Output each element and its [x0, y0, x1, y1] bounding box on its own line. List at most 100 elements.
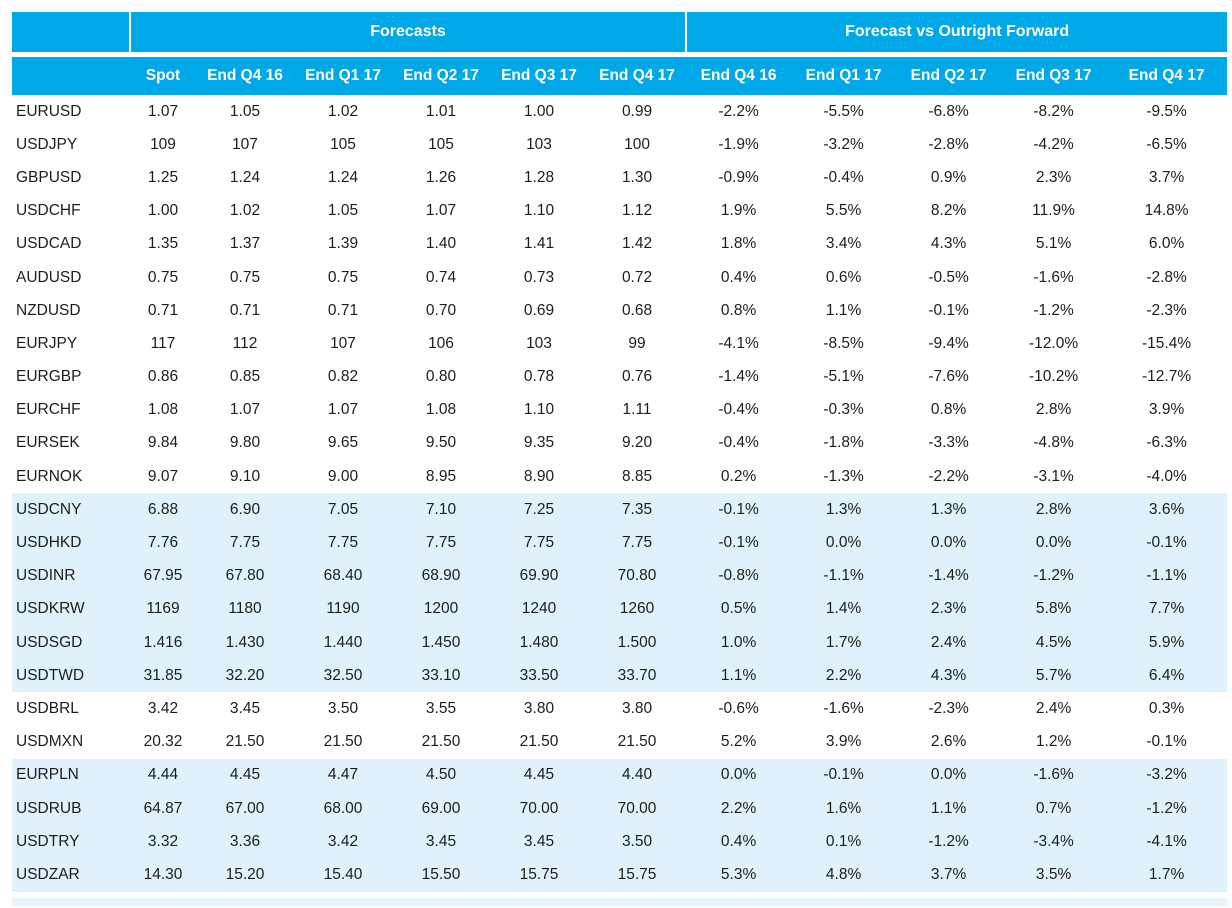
forecast-cell: 107 — [196, 128, 294, 162]
column-header-vsforward-end-q4-16: End Q4 16 — [686, 54, 792, 95]
vs-forward-cell: -0.6% — [686, 692, 792, 726]
pair-label: NZDUSD — [12, 294, 130, 328]
forecast-cell: 7.75 — [490, 526, 588, 560]
vs-forward-cell: 0.3% — [1106, 692, 1228, 726]
forecast-cell: 1260 — [588, 592, 687, 626]
vs-forward-cell: 1.1% — [686, 659, 792, 693]
vs-forward-cell: -1.8% — [791, 426, 897, 461]
forecast-cell: 21.50 — [392, 725, 490, 759]
forecast-cell: 3.55 — [392, 692, 490, 726]
vs-forward-cell: 0.0% — [896, 526, 1002, 560]
table-row-eurjpy: EURJPY 117 112 107 106 103 99 -4.1% -8.5% -9.4% -1… — [12, 327, 1228, 361]
forecast-cell: 1.25 — [130, 161, 196, 195]
vs-forward-cell: -2.3% — [896, 692, 1002, 726]
pair-label: EURGBP — [12, 360, 130, 394]
table-row-usdtwd: USDTWD 31.85 32.20 32.50 33.10 33.50 33.70 1.1%… — [12, 659, 1228, 693]
forecast-cell: 0.80 — [392, 360, 490, 394]
vs-forward-cell: -4.2% — [1001, 128, 1107, 162]
vs-forward-cell: 1.9% — [686, 194, 792, 228]
forecast-cell: 0.75 — [196, 260, 294, 295]
vs-forward-cell: 1.0% — [686, 626, 792, 660]
vs-forward-cell: -8.5% — [791, 327, 897, 361]
table-row-usdhkd: USDHKD 7.76 7.75 7.75 7.75 7.75 7.75 -0.1% 0.0% 0… — [12, 526, 1228, 560]
vs-forward-cell: -3.4% — [1001, 825, 1107, 859]
forecast-cell: 33.50 — [490, 659, 588, 693]
vs-forward-cell: -0.9% — [686, 161, 792, 195]
pair-label: USDTWD — [12, 659, 130, 693]
vs-forward-cell: 3.5% — [1001, 858, 1107, 892]
forecast-cell: 14.30 — [130, 858, 196, 892]
forecast-cell: 1.440 — [294, 626, 392, 660]
forecast-cell: 1180 — [196, 592, 294, 626]
vs-forward-cell: 0.9% — [896, 161, 1002, 195]
forecast-cell: 9.00 — [294, 460, 392, 494]
vs-forward-cell: 7.7% — [1106, 592, 1228, 626]
table-row-eurnok: EURNOK 9.07 9.10 9.00 8.95 8.90 8.85 0.2% -1.3% -… — [12, 460, 1228, 494]
forecast-cell: 70.80 — [588, 559, 687, 593]
vs-forward-cell: -1.1% — [1106, 559, 1228, 593]
vs-forward-cell: 4.3% — [896, 227, 1002, 261]
forecast-cell: 99 — [588, 327, 687, 361]
pair-label: EURCHF — [12, 393, 130, 427]
vs-forward-cell: -0.1% — [896, 294, 1002, 328]
vs-forward-cell: 1.1% — [791, 294, 897, 328]
vs-forward-cell: -1.2% — [1106, 791, 1228, 826]
vs-forward-cell: 0.5% — [686, 592, 792, 626]
forecast-cell: 9.07 — [130, 460, 196, 494]
forecast-cell: 1169 — [130, 592, 196, 626]
vs-forward-cell: -5.5% — [791, 95, 897, 129]
vs-forward-cell: -1.3% — [791, 460, 897, 494]
forecast-cell: 9.35 — [490, 426, 588, 461]
vs-forward-cell: 3.7% — [896, 858, 1002, 892]
forecast-cell: 103 — [490, 327, 588, 361]
forecast-cell: 21.50 — [490, 725, 588, 759]
table-row-eurusd: EURUSD 1.07 1.05 1.02 1.01 1.00 0.99 -2.2% -5.5%… — [12, 95, 1228, 129]
forecast-cell: 7.75 — [294, 526, 392, 560]
vs-forward-cell: 11.9% — [1001, 194, 1107, 228]
group-header-row: Forecasts Forecast vs Outright Forward — [12, 12, 1228, 57]
table-row-usdcny: USDCNY 6.88 6.90 7.05 7.10 7.25 7.35 -0.1% 1.3% 1… — [12, 493, 1228, 527]
pair-label: USDMXN — [12, 725, 130, 759]
forecast-cell: 15.20 — [196, 858, 294, 892]
vs-forward-cell: 1.8% — [686, 227, 792, 261]
forecast-cell: 9.50 — [392, 426, 490, 461]
vs-forward-cell: -0.8% — [686, 559, 792, 593]
table-row-usdtry: USDTRY 3.32 3.36 3.42 3.45 3.45 3.50 0.4% 0.1% -1… — [12, 825, 1228, 859]
vs-forward-cell: 2.2% — [686, 791, 792, 826]
table-body: EURUSD 1.07 1.05 1.02 1.01 1.00 0.99 -2.2% -5.5%… — [12, 95, 1228, 892]
forecast-cell: 7.75 — [392, 526, 490, 560]
column-header-vsforward-end-q1-17: End Q1 17 — [791, 54, 897, 95]
forecast-cell: 1.11 — [588, 393, 687, 427]
pair-label: USDCAD — [12, 227, 130, 261]
table-row-usdjpy: USDJPY 109 107 105 105 103 100 -1.9% -3.2% -2.8% -… — [12, 128, 1228, 162]
vs-forward-cell: 5.7% — [1001, 659, 1107, 693]
forecast-cell: 3.45 — [490, 825, 588, 859]
forecast-cell: 0.73 — [490, 260, 588, 295]
forecast-cell: 0.75 — [130, 260, 196, 295]
column-header-vsforward-end-q4-17: End Q4 17 — [1106, 54, 1228, 95]
forecast-cell: 67.95 — [130, 559, 196, 593]
vs-forward-cell: -0.5% — [896, 260, 1002, 295]
forecast-cell: 69.00 — [392, 791, 490, 826]
forecast-cell: 103 — [490, 128, 588, 162]
forecast-cell: 1.450 — [392, 626, 490, 660]
vs-forward-cell: -3.1% — [1001, 460, 1107, 494]
forecast-cell: 8.95 — [392, 460, 490, 494]
forecast-cell: 3.42 — [130, 692, 196, 726]
forecast-cell: 1.01 — [392, 95, 490, 129]
group-header-forecast-vs-forward: Forecast vs Outright Forward — [685, 12, 1228, 57]
vs-forward-cell: 6.0% — [1106, 227, 1228, 261]
vs-forward-cell: -1.4% — [896, 559, 1002, 593]
vs-forward-cell: -1.2% — [1001, 294, 1107, 328]
forecast-cell: 1.08 — [130, 393, 196, 427]
forecast-cell: 1.30 — [588, 161, 687, 195]
table-row-eurchf: EURCHF 1.08 1.07 1.07 1.08 1.10 1.11 -0.4% -0.3%… — [12, 393, 1228, 427]
vs-forward-cell: 0.2% — [686, 460, 792, 494]
vs-forward-cell: -0.4% — [686, 426, 792, 461]
forecast-cell: 3.32 — [130, 825, 196, 859]
table-row-eurpln: EURPLN 4.44 4.45 4.47 4.50 4.45 4.40 0.0% -0.1% 0… — [12, 758, 1228, 792]
forecast-cell: 3.80 — [588, 692, 687, 726]
vs-forward-cell: 2.3% — [896, 592, 1002, 626]
vs-forward-cell: -0.1% — [1106, 725, 1228, 759]
vs-forward-cell: 0.8% — [896, 393, 1002, 427]
